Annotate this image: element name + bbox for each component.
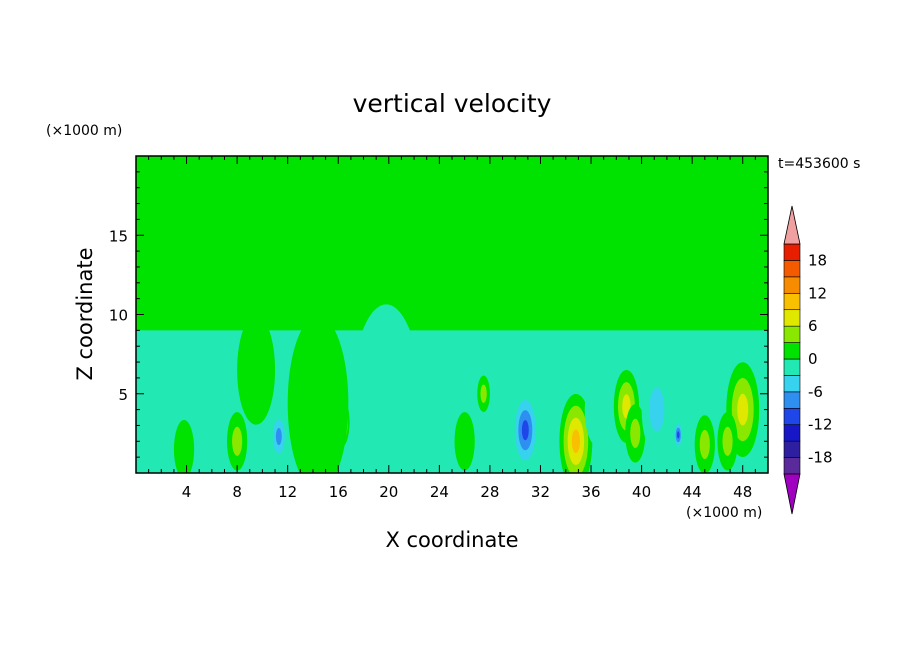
colorbar-tick-label: 0 [808, 350, 818, 368]
colorbar-segment [783, 325, 801, 343]
contour-feature [454, 412, 475, 471]
x-axis-ticks: 4 8 12 16 20 24 28 32 36 40 44 48 [148, 156, 756, 501]
contour-level [237, 315, 276, 425]
x-unit-label: (×1000 m) [686, 505, 762, 521]
colorbar-segment [783, 358, 801, 376]
y-tick-label: 15 [109, 227, 128, 245]
colorbar-segment [783, 407, 801, 426]
time-label: t=453600 s [778, 156, 860, 172]
colorbar-under-triangle [783, 473, 801, 515]
y-tick-label: 10 [109, 307, 128, 325]
x-tick-label: 8 [232, 483, 242, 501]
x-tick-label: 32 [531, 483, 550, 501]
contour-level [571, 429, 580, 454]
plot-area [136, 156, 768, 473]
contour-level [232, 426, 243, 456]
colorbar-segment [783, 292, 801, 311]
contour-feature [694, 415, 715, 473]
contour-level [275, 428, 282, 446]
contour-feature [407, 412, 434, 473]
colorbar-segment [783, 260, 801, 278]
colorbar-tick-label: 18 [808, 251, 827, 269]
contour-level [737, 393, 749, 426]
contour-feature [625, 404, 646, 463]
x-tick-label: 12 [278, 483, 297, 501]
colorbar-tick-label: 6 [808, 317, 818, 335]
colorbar-segment [783, 391, 801, 409]
y-unit-label: (×1000 m) [46, 123, 122, 139]
contour-level [454, 412, 475, 471]
x-tick-label: 24 [430, 483, 449, 501]
contour-feature [641, 365, 672, 454]
contour-feature [227, 412, 248, 471]
y-axis-ticks: 5 10 15 [109, 171, 768, 458]
contour-feature [237, 315, 276, 425]
x-tick-label: 44 [683, 483, 702, 501]
contour-level [480, 384, 487, 403]
colorbar-tick-label: -12 [808, 416, 833, 434]
contour-feature [673, 420, 684, 450]
contour-level [173, 420, 195, 473]
contour-level [407, 412, 434, 473]
contour-level [287, 315, 349, 473]
x-tick-label: 28 [480, 483, 499, 501]
colorbar-segment [783, 309, 801, 327]
colorbar-tick-label: -6 [808, 383, 823, 401]
colorbar-segment [783, 424, 801, 442]
x-tick-label: 16 [329, 483, 348, 501]
colorbar-segment [783, 375, 801, 393]
contour-level [350, 304, 422, 473]
contour-level [630, 418, 641, 448]
x-tick-label: 48 [733, 483, 752, 501]
contour-feature [584, 373, 610, 447]
contour-level [722, 426, 733, 456]
contour-level [676, 431, 680, 439]
contour-feature [287, 315, 349, 473]
colorbar-tick-label: 12 [808, 284, 827, 302]
contour-feature [559, 393, 593, 473]
contour-level [699, 429, 710, 460]
colorbar-segment [783, 440, 801, 458]
colorbar: 18 12 6 0 -6 -12 -18 [783, 205, 833, 515]
contour-level [649, 387, 665, 432]
chart-title: vertical velocity [353, 89, 552, 118]
contour-features [136, 304, 760, 473]
x-tick-label: 4 [182, 483, 192, 501]
colorbar-segment [783, 342, 801, 360]
x-tick-label: 36 [581, 483, 600, 501]
x-tick-label: 40 [632, 483, 651, 501]
contour-feature [511, 390, 540, 471]
contour-level [199, 373, 225, 447]
contour-feature [717, 412, 738, 471]
contour-feature [477, 375, 490, 412]
contour-feature [350, 304, 422, 473]
contour-feature [269, 411, 288, 463]
colorbar-segment [783, 276, 801, 294]
y-tick-label: 5 [118, 386, 128, 404]
y-axis-title: Z coordinate [73, 247, 97, 380]
colorbar-over-triangle [783, 205, 801, 245]
x-tick-label: 20 [379, 483, 398, 501]
contour-feature [173, 420, 195, 473]
contour-level [521, 420, 529, 441]
contour-feature [136, 362, 174, 473]
contour-level [136, 362, 174, 473]
colorbar-segment [783, 457, 801, 475]
colorbar-tick-label: -18 [808, 449, 833, 467]
colorbar-segment [783, 243, 801, 261]
contour-level [584, 373, 610, 447]
contour-feature [726, 362, 760, 457]
x-axis-title: X coordinate [385, 528, 518, 552]
contour-feature [199, 373, 225, 447]
